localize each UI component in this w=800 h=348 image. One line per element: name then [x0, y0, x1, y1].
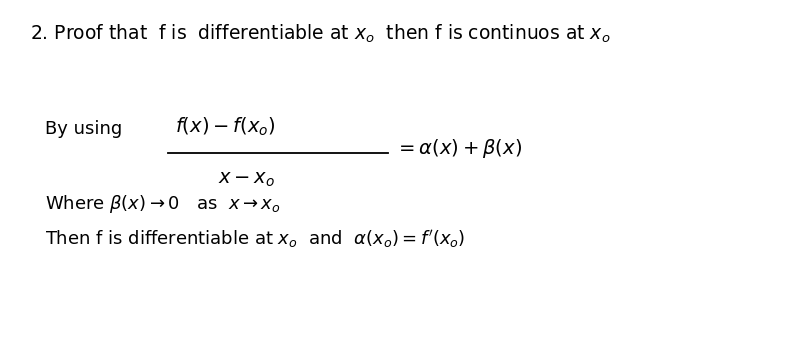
Text: $= \alpha(x) + \beta(x)$: $= \alpha(x) + \beta(x)$ [395, 136, 522, 159]
Text: $x - x_o$: $x - x_o$ [218, 170, 275, 189]
Text: 2. Proof that  f is  differentiable at $x_o$  then f is continuos at $x_o$: 2. Proof that f is differentiable at $x_… [30, 23, 610, 45]
Text: Then f is differentiable at $x_o$  and  $\alpha(x_o) = f'(x_o)$: Then f is differentiable at $x_o$ and $\… [45, 228, 466, 250]
Text: By using: By using [45, 120, 122, 138]
Text: Where $\beta(x) \rightarrow 0$   as  $x \rightarrow x_o$: Where $\beta(x) \rightarrow 0$ as $x \ri… [45, 193, 281, 215]
Text: $f(x) - f(x_o)$: $f(x) - f(x_o)$ [175, 116, 275, 138]
